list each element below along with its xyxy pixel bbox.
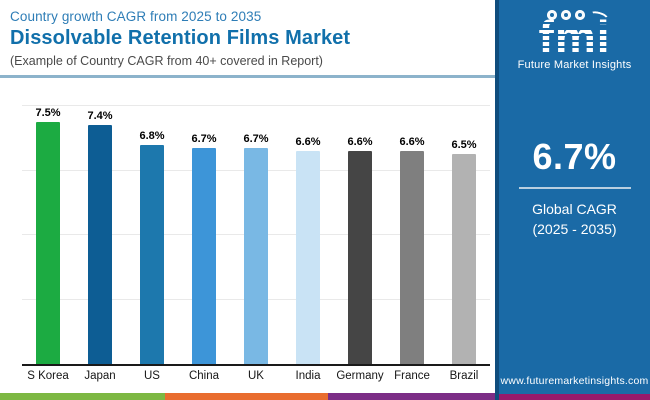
footer-strip-purple xyxy=(328,393,495,400)
bar-value-label: 6.5% xyxy=(451,139,477,152)
stat-divider xyxy=(518,187,631,189)
wordmark-stripes xyxy=(538,18,611,58)
gridline-8 xyxy=(22,105,490,106)
bar-china xyxy=(192,147,216,364)
bar-us xyxy=(140,144,164,364)
bar-india xyxy=(296,151,320,364)
chart-kicker: Country growth CAGR from 2025 to 2035 xyxy=(10,9,262,24)
bar-group-japan: 7.4% xyxy=(74,106,126,364)
x-axis-label-us: US xyxy=(144,370,160,382)
x-axis-label-brazil: Brazil xyxy=(449,370,479,382)
bar-group-us: 6.8% xyxy=(126,106,178,364)
compass-icon xyxy=(560,10,571,20)
stat-label: Global CAGR (2025 - 2035) xyxy=(532,199,617,240)
bar-group-china: 6.7% xyxy=(178,106,230,364)
bar-group-india: 6.6% xyxy=(282,106,334,364)
bar-chart: 7.5% 7.4% 6.8% 6.7% 6.7% 6.6% 6.6% 6.6% 6.5% S K… xyxy=(0,78,495,393)
bar-value-label: 7.5% xyxy=(35,107,61,120)
bar-japan xyxy=(88,125,112,364)
bars-row: 7.5% 7.4% 6.8% 6.7% 6.7% 6.6% 6.6% 6.6% 6.5% xyxy=(22,106,490,364)
brand-sidebar: fmi Future Market Insights 6.7% Global C… xyxy=(495,0,650,400)
bar-value-label: 6.8% xyxy=(139,129,165,142)
x-axis-label-india: India xyxy=(295,370,321,382)
header-divider xyxy=(0,75,495,78)
bar-group-uk: 6.7% xyxy=(230,106,282,364)
footer-color-strip xyxy=(0,393,495,400)
bar-group-brazil: 6.5% xyxy=(438,106,490,364)
x-axis-label-s-korea: S Korea xyxy=(27,370,69,382)
bar-value-label: 6.7% xyxy=(191,132,217,145)
global-cagr-stat: 6.7% Global CAGR (2025 - 2035) xyxy=(499,136,650,240)
x-axis-line xyxy=(22,364,490,366)
x-axis-label-china: China xyxy=(188,370,220,382)
bar-value-label: 6.6% xyxy=(347,136,373,149)
map-icon xyxy=(546,10,557,20)
brand-caption: Future Market Insights xyxy=(517,59,632,72)
bar-value-label: 7.4% xyxy=(87,110,113,123)
chart-caption: (Example of Country CAGR from 40+ covere… xyxy=(10,54,323,68)
bar-value-label: 6.6% xyxy=(295,136,321,149)
website-url: www.futuremarketinsights.com xyxy=(500,375,649,387)
bar-brazil xyxy=(452,154,476,364)
x-axis-label-uk: UK xyxy=(248,370,264,382)
bar-france xyxy=(400,151,424,364)
logo-icons xyxy=(546,8,610,25)
stat-label-line1: Global CAGR xyxy=(532,201,617,217)
bar-value-label: 6.6% xyxy=(399,136,425,149)
sidebar-bottom-strip xyxy=(499,394,650,400)
stat-value: 6.7% xyxy=(532,136,617,177)
x-axis-label-germany: Germany xyxy=(336,370,384,382)
header: Country growth CAGR from 2025 to 2035 Di… xyxy=(0,0,495,75)
x-labels-row: S Korea Japan US China UK India Germany France B… xyxy=(22,370,490,382)
x-axis-label-france: France xyxy=(394,370,430,382)
stat-label-line2: (2025 - 2035) xyxy=(532,221,617,238)
bar-value-label: 6.7% xyxy=(243,132,269,145)
bar-s-korea xyxy=(36,122,60,364)
brand-wordmark: fmi xyxy=(538,14,611,60)
page-title: Dissolvable Retention Films Market xyxy=(10,27,351,49)
fmi-logo: fmi Future Market Insights xyxy=(499,8,650,71)
bar-group-germany: 6.6% xyxy=(334,106,386,364)
globe-icon xyxy=(574,10,585,20)
bar-uk xyxy=(244,147,268,364)
x-axis-label-japan: Japan xyxy=(84,370,116,382)
bar-germany xyxy=(348,151,372,364)
plot-area: 7.5% 7.4% 6.8% 6.7% 6.7% 6.6% 6.6% 6.6% 6.5% xyxy=(22,105,490,364)
bar-group-france: 6.6% xyxy=(386,106,438,364)
footer-strip-orange xyxy=(165,393,328,400)
bar-group-s-korea: 7.5% xyxy=(22,106,74,364)
footer-strip-green xyxy=(0,393,165,400)
